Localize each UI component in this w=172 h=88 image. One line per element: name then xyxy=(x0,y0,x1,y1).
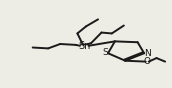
Text: S: S xyxy=(102,48,108,57)
Text: Sn: Sn xyxy=(78,41,90,51)
Text: N: N xyxy=(144,49,151,58)
Text: O: O xyxy=(144,57,150,66)
